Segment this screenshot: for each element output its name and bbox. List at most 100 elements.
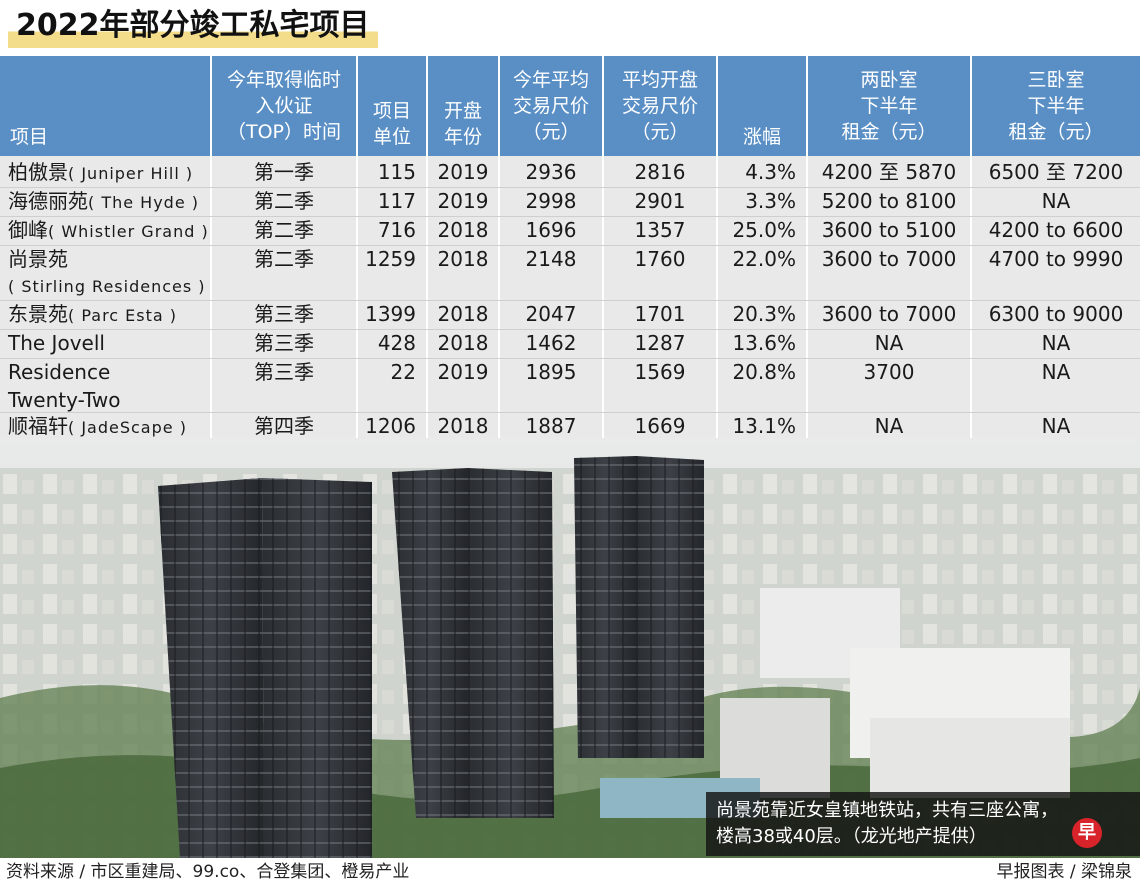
cell-rent3: NA bbox=[1041, 189, 1071, 213]
table-row: 柏傲景( Juniper Hill ) 第一季 115 2019 2936 2816 4.3… bbox=[0, 158, 1140, 187]
header-rent-2br: 两卧室 下半年 租金（元） bbox=[808, 56, 972, 156]
cell-avg-psf: 2148 bbox=[525, 247, 577, 271]
row-divider bbox=[0, 412, 1140, 413]
tower-left bbox=[158, 478, 372, 858]
project-name-cn: 东景苑 bbox=[8, 302, 68, 326]
column-divider bbox=[970, 156, 972, 438]
table-body: 柏傲景( Juniper Hill ) 第一季 115 2019 2936 2816 4.3… bbox=[0, 156, 1140, 438]
cell-rent2: 4200 至 5870 bbox=[821, 160, 957, 184]
row-divider bbox=[0, 245, 1140, 246]
footer: 资料来源 / 市区重建局、99.co、合登集团、橙易产业 早报图表 / 梁锦泉 bbox=[0, 858, 1140, 886]
table-row: 御峰( Whistler Grand ) 第二季 716 2018 1696 1357 25… bbox=[0, 216, 1140, 245]
cell-rent3: 4200 to 6600 bbox=[988, 218, 1124, 242]
cell-avg-psf: 1887 bbox=[525, 414, 577, 438]
column-divider bbox=[210, 156, 212, 438]
project-name-cn: 海德丽苑 bbox=[8, 189, 88, 213]
column-divider bbox=[498, 156, 500, 438]
cell-year: 2018 bbox=[437, 414, 489, 438]
row-divider bbox=[0, 216, 1140, 217]
project-name-en: ( Stirling Residences ) bbox=[8, 277, 206, 296]
cell-rent2: 3700 bbox=[863, 360, 915, 384]
project-name-cn: 顺福轩 bbox=[8, 414, 68, 438]
cell-top: 第二季 bbox=[254, 247, 314, 271]
cell-rent2: NA bbox=[874, 331, 904, 355]
cell-top: 第三季 bbox=[254, 331, 314, 355]
cell-year: 2018 bbox=[437, 218, 489, 242]
cell-top: 第四季 bbox=[254, 414, 314, 438]
table-row: The Jovell 第三季 428 2018 1462 1287 13.6% NA NA bbox=[0, 329, 1140, 358]
tower-center bbox=[392, 468, 554, 818]
project-name: 尚景苑 ( Stirling Residences ) bbox=[8, 245, 208, 301]
tower-right bbox=[574, 456, 704, 758]
cell-rise: 4.3% bbox=[745, 160, 796, 184]
project-name-en: ( JadeScape ) bbox=[68, 418, 187, 437]
cell-rent2: 3600 to 7000 bbox=[821, 302, 957, 326]
cell-avg-psf: 1696 bbox=[525, 218, 577, 242]
project-name: 东景苑( Parc Esta ) bbox=[8, 300, 208, 330]
cell-rent3: NA bbox=[1041, 331, 1071, 355]
column-divider bbox=[426, 156, 428, 438]
cell-rent2: 3600 to 5100 bbox=[821, 218, 957, 242]
cell-launch-psf: 1701 bbox=[634, 302, 686, 326]
header-project: 项目 bbox=[0, 56, 212, 156]
header-top-time: 今年取得临时 入伙证 （TOP）时间 bbox=[212, 56, 358, 156]
column-divider bbox=[356, 156, 358, 438]
cell-rent2: NA bbox=[874, 414, 904, 438]
cell-rise: 20.3% bbox=[732, 302, 796, 326]
header-avg-psf: 今年平均 交易尺价 （元） bbox=[500, 56, 604, 156]
cell-rent2: 3600 to 7000 bbox=[821, 247, 957, 271]
row-divider bbox=[0, 358, 1140, 359]
header-launch-year: 开盘 年份 bbox=[428, 56, 500, 156]
caption-text: 尚景苑靠近女皇镇地铁站，共有三座公寓， 楼高38或40层。（龙光地产提供） bbox=[716, 800, 1058, 847]
cell-year: 2019 bbox=[437, 360, 489, 384]
cell-rent3: 6300 to 9000 bbox=[988, 302, 1124, 326]
table-row: 尚景苑 ( Stirling Residences ) 第二季 1259 2018 214… bbox=[0, 245, 1140, 300]
project-name-cn: 御峰 bbox=[8, 218, 48, 242]
zaobao-logo-icon: 早 bbox=[1072, 818, 1102, 848]
header-rise: 涨幅 bbox=[718, 56, 808, 156]
cell-launch-psf: 1669 bbox=[634, 414, 686, 438]
cell-launch-psf: 2901 bbox=[634, 189, 686, 213]
row-divider bbox=[0, 329, 1140, 330]
project-name-cn: The Jovell bbox=[8, 331, 105, 355]
cell-rent3: NA bbox=[1041, 360, 1071, 384]
column-divider bbox=[806, 156, 808, 438]
project-name: 海德丽苑( The Hyde ) bbox=[8, 187, 208, 217]
project-name-en: ( Parc Esta ) bbox=[68, 306, 178, 325]
title-bar: 2022年部分竣工私宅项目 bbox=[0, 0, 1140, 56]
graphic-credit: 早报图表 / 梁锦泉 bbox=[996, 862, 1132, 882]
row-divider bbox=[0, 187, 1140, 188]
cell-rent3: NA bbox=[1041, 414, 1071, 438]
table-row: 海德丽苑( The Hyde ) 第二季 117 2019 2998 2901 3.3% 52… bbox=[0, 187, 1140, 216]
cell-top: 第三季 bbox=[254, 360, 314, 384]
cell-launch-psf: 1287 bbox=[634, 331, 686, 355]
cell-rise: 13.6% bbox=[732, 331, 796, 355]
project-name: 顺福轩( JadeScape ) bbox=[8, 412, 208, 438]
cell-avg-psf: 1895 bbox=[525, 360, 577, 384]
row-divider bbox=[0, 300, 1140, 301]
cell-units: 716 bbox=[377, 218, 416, 242]
cell-top: 第一季 bbox=[254, 160, 314, 184]
cell-launch-psf: 1357 bbox=[634, 218, 686, 242]
cell-rent2: 5200 to 8100 bbox=[821, 189, 957, 213]
cell-rise: 22.0% bbox=[732, 247, 796, 271]
column-divider bbox=[716, 156, 718, 438]
cell-launch-psf: 2816 bbox=[634, 160, 686, 184]
project-name: Residence Twenty-Two bbox=[8, 358, 208, 414]
cell-top: 第二季 bbox=[254, 218, 314, 242]
table-header: 项目 今年取得临时 入伙证 （TOP）时间 项目 单位 开盘 年份 今年平均 交… bbox=[0, 56, 1140, 156]
table-row: Residence Twenty-Two 第三季 22 2019 1895 1569 20.8… bbox=[0, 358, 1140, 412]
cell-rise: 20.8% bbox=[732, 360, 796, 384]
cell-avg-psf: 2936 bbox=[525, 160, 577, 184]
cell-year: 2019 bbox=[437, 189, 489, 213]
cell-year: 2019 bbox=[437, 160, 489, 184]
project-name-cn: Residence bbox=[8, 360, 111, 384]
cell-units: 1399 bbox=[365, 302, 416, 326]
photo-caption: 尚景苑靠近女皇镇地铁站，共有三座公寓， 楼高38或40层。（龙光地产提供） bbox=[706, 792, 1140, 856]
project-name-en: ( Whistler Grand ) bbox=[48, 222, 209, 241]
cell-units: 428 bbox=[377, 331, 416, 355]
cell-year: 2018 bbox=[437, 247, 489, 271]
cell-launch-psf: 1569 bbox=[634, 360, 686, 384]
cell-avg-psf: 2998 bbox=[525, 189, 577, 213]
column-divider bbox=[602, 156, 604, 438]
